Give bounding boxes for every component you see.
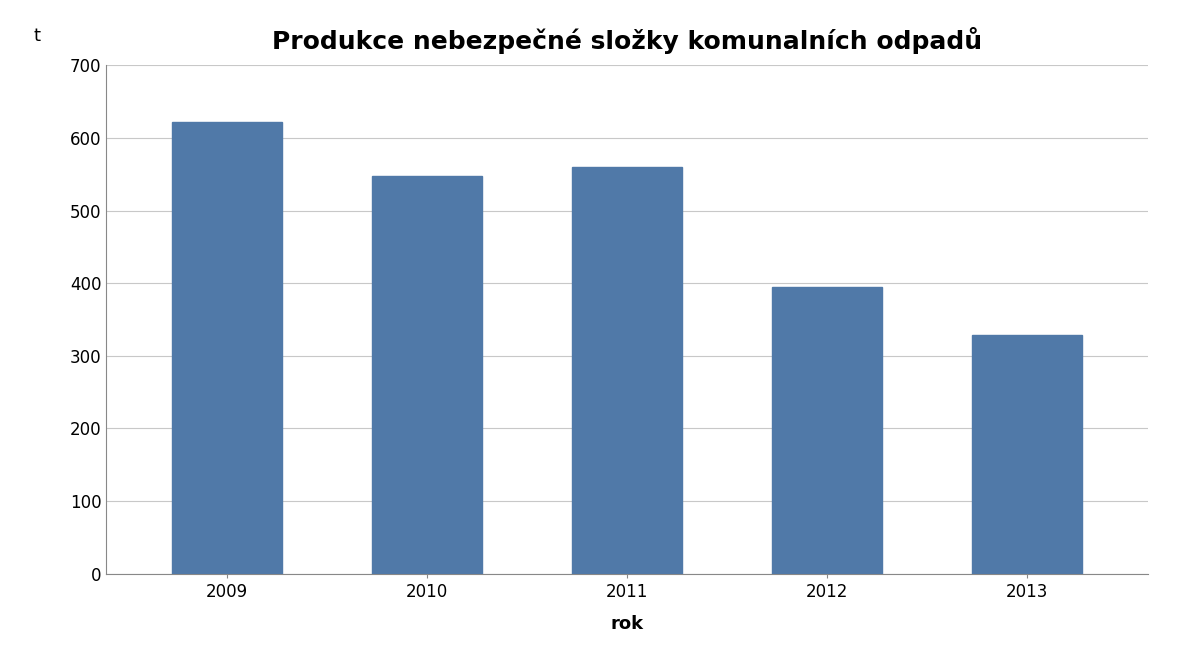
Text: t: t bbox=[33, 27, 40, 45]
X-axis label: rok: rok bbox=[610, 615, 644, 632]
Bar bbox=[172, 122, 282, 574]
Bar bbox=[972, 336, 1082, 574]
Bar bbox=[571, 167, 683, 574]
Bar bbox=[371, 175, 481, 574]
Title: Produkce nebezpečné složky komunalních odpadů: Produkce nebezpečné složky komunalních o… bbox=[272, 27, 982, 53]
Bar bbox=[772, 287, 883, 574]
